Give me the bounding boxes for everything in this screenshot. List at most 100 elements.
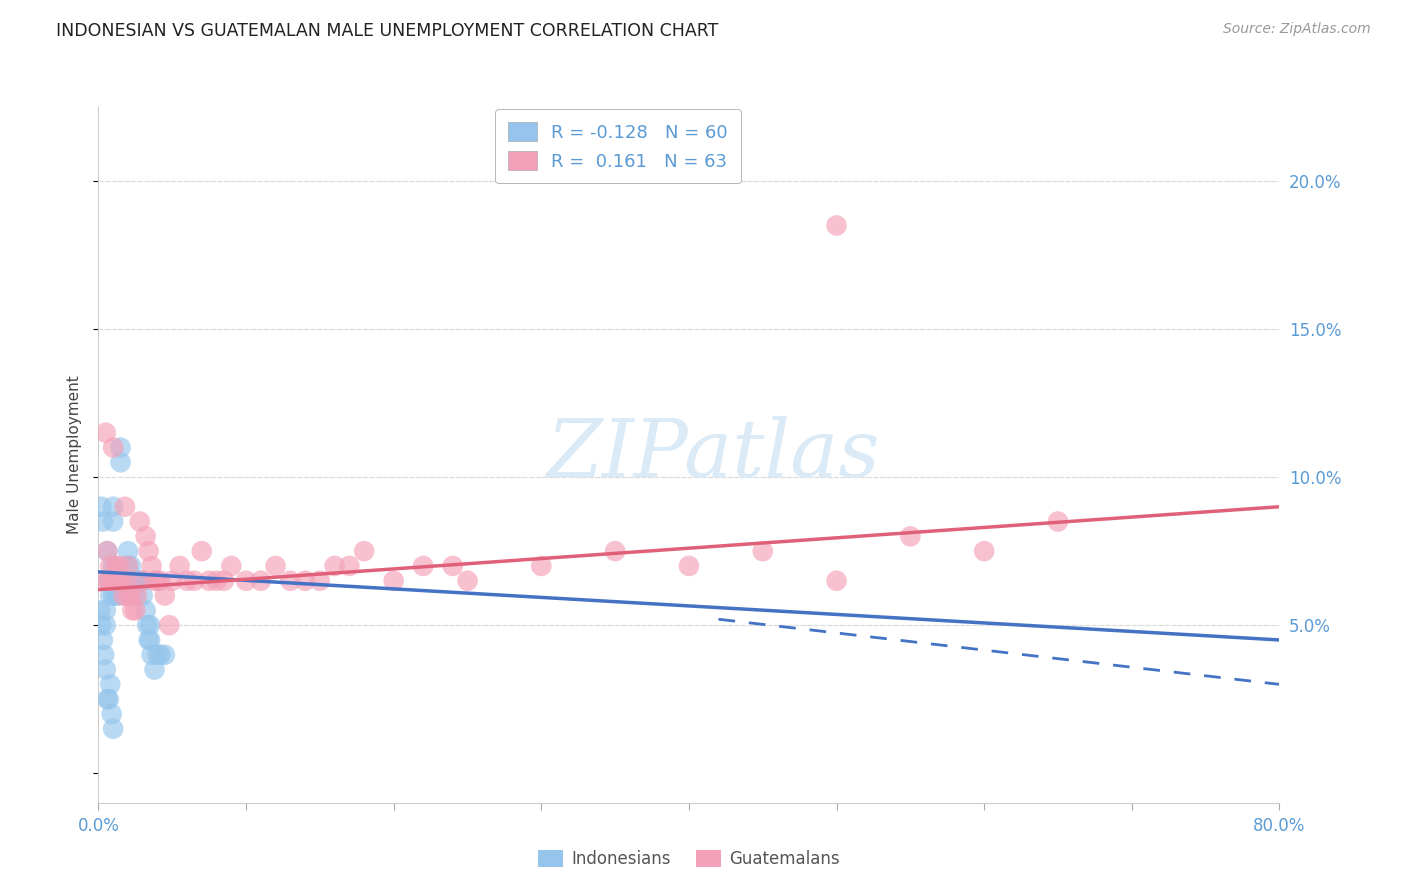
Point (100, 574, 122, 588)
Point (105, 558, 128, 573)
Point (117, 544, 139, 558)
Point (294, 574, 316, 588)
Point (120, 589, 142, 603)
Point (278, 574, 302, 588)
Point (100, 706, 122, 721)
Point (456, 574, 478, 588)
Point (235, 574, 257, 588)
Point (132, 574, 155, 588)
Point (191, 544, 214, 558)
Point (139, 632, 162, 647)
Point (138, 544, 160, 558)
Point (94, 618, 117, 632)
Point (143, 663, 166, 677)
Point (93, 648, 115, 662)
Point (141, 648, 163, 662)
Point (89, 603, 111, 617)
Point (162, 574, 183, 588)
Point (120, 574, 142, 588)
Point (97, 692, 120, 706)
Point (125, 589, 148, 603)
Point (128, 574, 150, 588)
Point (110, 574, 132, 588)
Point (605, 544, 627, 558)
Legend: Indonesians, Guatemalans: Indonesians, Guatemalans (531, 843, 846, 874)
Point (91, 515, 114, 529)
Point (114, 500, 136, 514)
Point (825, 574, 848, 588)
Point (212, 574, 235, 588)
Point (107, 574, 129, 588)
Point (205, 574, 228, 588)
Point (97, 574, 120, 588)
Point (91, 574, 114, 588)
Point (124, 574, 146, 588)
Point (110, 455, 132, 469)
Point (112, 589, 135, 603)
Point (103, 441, 125, 455)
Point (108, 574, 131, 588)
Point (103, 589, 125, 603)
Point (146, 574, 169, 588)
Point (103, 515, 125, 529)
Point (198, 574, 221, 588)
Point (91, 632, 114, 647)
Point (825, 219, 848, 233)
Point (97, 574, 120, 588)
Point (103, 574, 125, 588)
Point (110, 441, 132, 455)
Point (90, 500, 112, 514)
Point (121, 603, 143, 617)
Point (183, 574, 205, 588)
Point (153, 589, 176, 603)
Point (143, 574, 166, 588)
Text: ZIPatlas: ZIPatlas (546, 417, 879, 493)
Point (120, 558, 142, 573)
Point (100, 574, 122, 588)
Point (105, 589, 128, 603)
Point (973, 544, 995, 558)
Point (169, 558, 191, 573)
Point (96, 544, 118, 558)
Point (353, 544, 375, 558)
Point (323, 558, 346, 573)
Point (135, 603, 157, 617)
Point (125, 574, 148, 588)
Point (1046, 515, 1069, 529)
Point (114, 574, 136, 588)
Point (138, 632, 160, 647)
Point (146, 648, 169, 662)
Point (107, 589, 129, 603)
Point (115, 574, 138, 588)
Point (264, 558, 287, 573)
Point (132, 589, 155, 603)
Point (105, 574, 128, 588)
Point (96, 544, 118, 558)
Point (103, 722, 125, 736)
Point (176, 574, 198, 588)
Point (98, 589, 121, 603)
Point (103, 574, 125, 588)
Point (250, 574, 273, 588)
Point (111, 574, 134, 588)
Point (135, 529, 157, 543)
Text: Source: ZipAtlas.com: Source: ZipAtlas.com (1223, 22, 1371, 37)
Point (219, 558, 242, 573)
Point (122, 574, 145, 588)
Point (128, 515, 150, 529)
Point (141, 558, 163, 573)
Point (103, 558, 125, 573)
Point (382, 574, 405, 588)
Point (149, 648, 172, 662)
Point (110, 574, 132, 588)
Point (117, 558, 139, 573)
Point (678, 558, 700, 573)
Point (900, 529, 922, 543)
Point (94, 603, 117, 617)
Point (124, 589, 146, 603)
Point (339, 558, 360, 573)
Point (98, 677, 121, 691)
Point (96, 692, 118, 706)
Point (117, 558, 139, 573)
Point (441, 558, 464, 573)
